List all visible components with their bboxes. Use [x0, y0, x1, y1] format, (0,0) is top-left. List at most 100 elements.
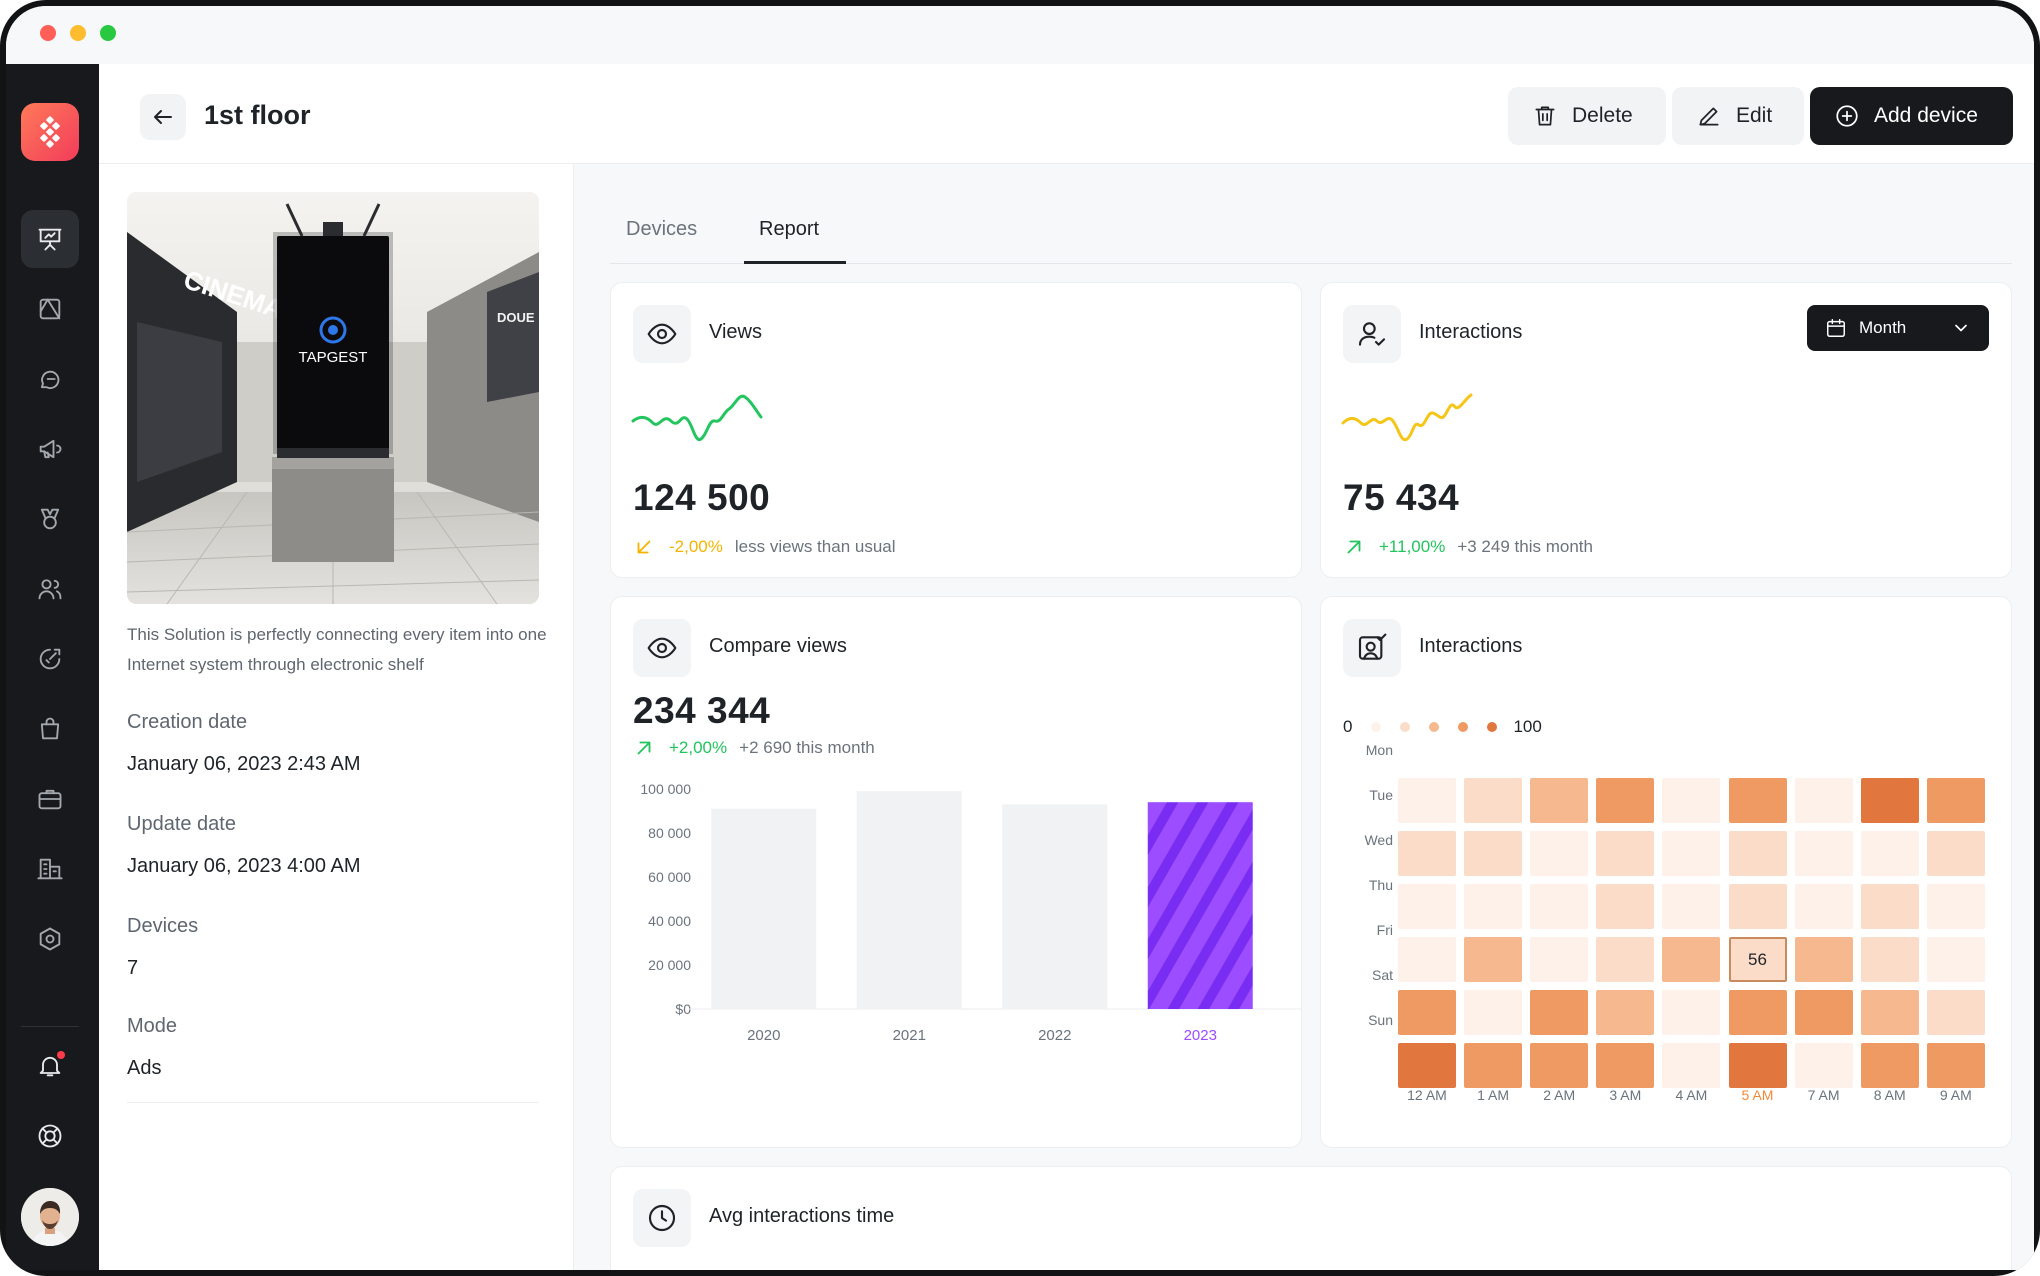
nav-rewards[interactable] — [21, 490, 79, 548]
heatmap-cell[interactable] — [1926, 884, 1985, 929]
update-date-label: Update date — [127, 813, 236, 835]
heatmap-cell[interactable] — [1464, 778, 1523, 823]
period-select[interactable]: Month — [1807, 305, 1989, 351]
heatmap-cell[interactable] — [1530, 990, 1589, 1035]
heatmap-cell[interactable] — [1398, 937, 1456, 982]
heatmap-cell[interactable] — [1398, 831, 1456, 876]
avatar[interactable] — [21, 1188, 79, 1246]
delete-button[interactable]: Delete — [1508, 87, 1666, 145]
period-value: Month — [1859, 318, 1907, 337]
bar-2020[interactable] — [711, 808, 817, 1009]
close-window-button[interactable] — [40, 25, 56, 41]
bar-2023[interactable] — [1147, 802, 1253, 1009]
legend-dot — [1487, 722, 1498, 732]
heatmap-cell[interactable] — [1464, 937, 1523, 982]
mall-display-image: CINEMAX DOUE TAPGEST — [127, 192, 539, 604]
support-button[interactable] — [21, 1107, 79, 1165]
nav-analytics[interactable] — [21, 630, 79, 688]
heatmap-cell[interactable] — [1860, 990, 1919, 1035]
heatmap-cell[interactable] — [1794, 990, 1853, 1035]
maximize-window-button[interactable] — [100, 25, 116, 41]
heatmap-cell[interactable] — [1596, 990, 1655, 1035]
app-logo[interactable] — [21, 103, 79, 161]
heatmap-cell[interactable] — [1464, 884, 1523, 929]
heatmap-cell[interactable] — [1530, 831, 1589, 876]
edit-button[interactable]: Edit — [1672, 87, 1804, 145]
heatmap-cell[interactable] — [1530, 1043, 1589, 1088]
heatmap-day-label: Sun — [1368, 1012, 1393, 1028]
bar-2021[interactable] — [856, 791, 962, 1009]
heatmap-cell[interactable] — [1596, 831, 1655, 876]
heatmap-cell[interactable] — [1596, 1043, 1655, 1088]
notifications-button[interactable] — [21, 1037, 79, 1095]
back-button[interactable] — [140, 94, 186, 140]
heatmap-cell[interactable] — [1926, 990, 1985, 1035]
heatmap-cell[interactable] — [1398, 1043, 1456, 1088]
heatmap-cell[interactable] — [1662, 778, 1721, 823]
heatmap-cell[interactable] — [1728, 831, 1787, 876]
heatmap-cell[interactable] — [1860, 831, 1919, 876]
nav-image[interactable] — [21, 280, 79, 338]
nav-users[interactable] — [21, 560, 79, 618]
heatmap-cell[interactable] — [1926, 937, 1985, 982]
mode-value: Ads — [127, 1057, 162, 1079]
heatmap-cell[interactable] — [1860, 884, 1919, 929]
analytics-icon — [39, 648, 61, 670]
heatmap-cell[interactable] — [1530, 778, 1589, 823]
heatmap-cell[interactable] — [1398, 884, 1456, 929]
heatmap-cell[interactable] — [1596, 778, 1655, 823]
compare-note: +2 690 this month — [739, 738, 875, 757]
heatmap-cell[interactable] — [1926, 778, 1985, 823]
heatmap-cell[interactable]: 56 — [1728, 937, 1787, 982]
heatmap-cell[interactable] — [1464, 831, 1523, 876]
heatmap-cell[interactable] — [1926, 1043, 1985, 1088]
nav-settings[interactable] — [21, 910, 79, 968]
heatmap-cell[interactable] — [1662, 990, 1721, 1035]
heatmap-cell[interactable] — [1464, 1043, 1523, 1088]
heatmap-cell[interactable] — [1662, 884, 1721, 929]
heatmap-cell[interactable] — [1530, 884, 1589, 929]
heatmap-hour-label: 7 AM — [1807, 1087, 1840, 1103]
minimize-window-button[interactable] — [70, 25, 86, 41]
heatmap-cell[interactable] — [1398, 778, 1456, 823]
x-tick-label: 2023 — [1184, 1027, 1217, 1044]
heatmap-cell[interactable] — [1926, 831, 1985, 876]
heatmap-cell[interactable] — [1728, 884, 1787, 929]
heatmap-cell[interactable] — [1794, 937, 1853, 982]
heatmap-cell[interactable] — [1662, 1043, 1721, 1088]
heatmap-cell[interactable] — [1794, 884, 1853, 929]
heatmap-cell[interactable] — [1530, 937, 1589, 982]
heatmap-cell[interactable] — [1662, 937, 1721, 982]
nav-shop[interactable] — [21, 700, 79, 758]
interactions-value: 75 434 — [1343, 477, 1460, 518]
heatmap-cell[interactable] — [1596, 937, 1655, 982]
heatmap-cell[interactable] — [1464, 990, 1523, 1035]
heatmap-cell[interactable] — [1596, 884, 1655, 929]
heatmap-cell[interactable] — [1728, 1043, 1787, 1088]
tab-devices[interactable]: Devices — [626, 218, 698, 240]
views-icon-box — [633, 305, 691, 363]
heatmap-day-label: Fri — [1376, 922, 1393, 938]
heatmap-cell[interactable] — [1860, 1043, 1919, 1088]
legend-dot — [1371, 722, 1382, 732]
nav-work[interactable] — [21, 770, 79, 828]
heatmap-cell[interactable] — [1728, 990, 1787, 1035]
bar-2022[interactable] — [1002, 804, 1108, 1009]
heatmap-cell[interactable] — [1794, 778, 1853, 823]
image-icon — [39, 298, 61, 320]
heatmap-cell[interactable] — [1728, 778, 1787, 823]
add-device-button[interactable]: Add device — [1810, 87, 2013, 145]
nav-chat[interactable] — [21, 350, 79, 408]
heatmap-cell[interactable] — [1794, 831, 1853, 876]
heatmap-cell[interactable] — [1398, 990, 1456, 1035]
y-tick-label: 40 000 — [648, 913, 691, 929]
nav-campaigns[interactable] — [21, 420, 79, 478]
nav-buildings[interactable] — [21, 840, 79, 898]
nav-presentation[interactable] — [21, 210, 79, 268]
app-window: 1st floor Delete Edit Add device — [6, 6, 2034, 1270]
heatmap-cell[interactable] — [1860, 778, 1919, 823]
heatmap-cell[interactable] — [1860, 937, 1919, 982]
tab-report[interactable]: Report — [759, 218, 820, 240]
heatmap-cell[interactable] — [1662, 831, 1721, 876]
heatmap-cell[interactable] — [1794, 1043, 1853, 1088]
